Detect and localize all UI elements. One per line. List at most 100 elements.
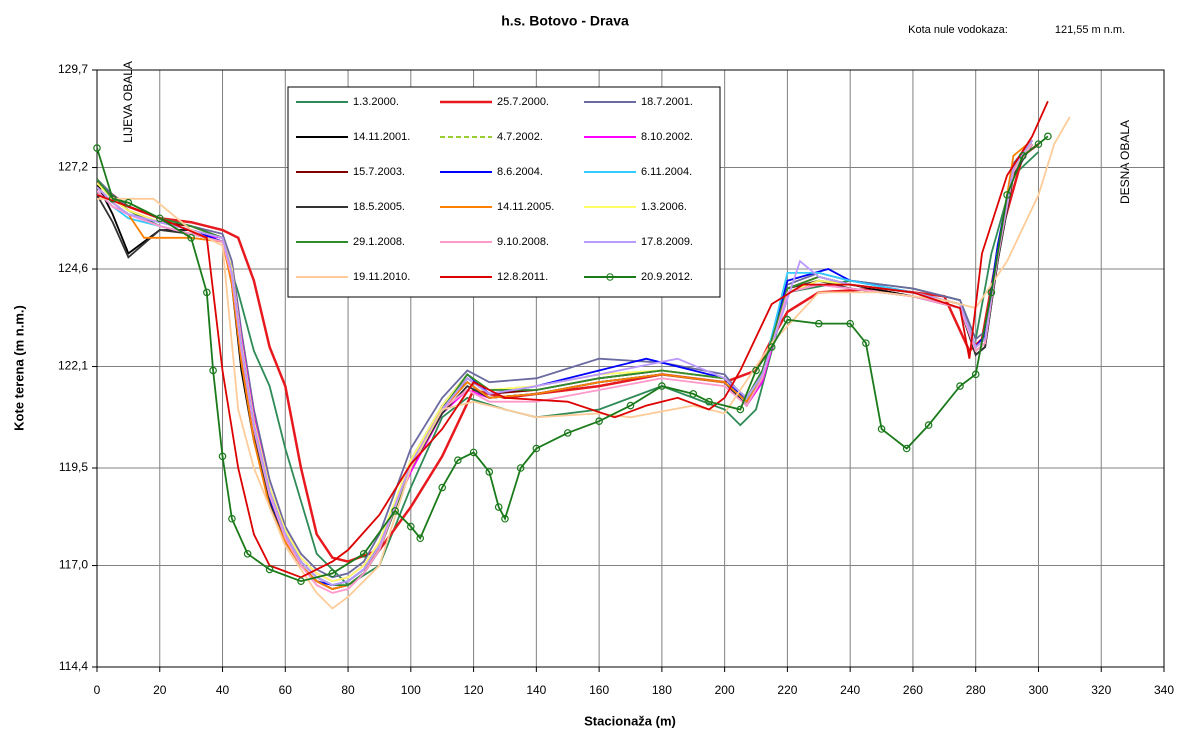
x-tick-label: 240 — [840, 683, 860, 697]
series-marker — [767, 343, 776, 351]
x-tick-label: 320 — [1091, 683, 1111, 697]
annotation: LIJEVA OBALA — [121, 61, 135, 143]
series-marker — [155, 214, 164, 223]
legend-label: 1.3.2006. — [641, 201, 687, 213]
series-marker — [328, 569, 337, 578]
series-marker — [924, 421, 933, 429]
x-tick-label: 220 — [777, 683, 797, 697]
series-marker — [93, 144, 101, 152]
series-line — [97, 100, 1049, 579]
legend-label: 15.7.2003. — [353, 166, 405, 178]
series-marker — [228, 514, 236, 523]
x-tick-label: 120 — [464, 683, 484, 697]
legend-marker — [606, 273, 614, 281]
legend-label: 8.6.2004. — [497, 166, 543, 178]
series-marker — [1044, 132, 1052, 141]
series-marker — [297, 577, 305, 585]
series-marker — [494, 503, 503, 511]
y-tick-label: 129,7 — [58, 62, 88, 76]
series-marker — [971, 370, 980, 379]
legend-label: 6.11.2004. — [641, 166, 692, 178]
series-marker — [862, 339, 870, 347]
legend-label: 12.8.2011. — [497, 271, 548, 283]
legend-label: 25.7.2000. — [497, 96, 549, 108]
series-marker — [563, 429, 572, 437]
series-marker — [1018, 152, 1027, 160]
series-marker — [846, 319, 854, 328]
y-tick-label: 114,4 — [59, 659, 88, 673]
series-marker — [407, 522, 415, 531]
series-marker — [391, 507, 399, 515]
y-tick-label: 124,6 — [58, 261, 88, 275]
series-marker — [736, 405, 745, 414]
subtitle: Kota nule vodokaza: — [908, 24, 1008, 36]
series-marker — [1034, 140, 1043, 148]
series-marker — [987, 288, 996, 297]
series-marker — [902, 444, 911, 453]
series-marker — [814, 319, 823, 328]
legend-label: 9.10.2008. — [497, 236, 549, 248]
x-tick-label: 140 — [526, 683, 546, 697]
x-tick-label: 300 — [1028, 683, 1048, 697]
annotation: DESNA OBALA — [1118, 120, 1132, 204]
legend-label: 18.5.2005. — [353, 201, 405, 213]
series-marker — [595, 417, 603, 425]
y-tick-label: 117,0 — [59, 558, 88, 572]
series-marker — [877, 425, 886, 433]
x-axis-label: Stacionaža (m) — [584, 713, 676, 728]
x-tick-label: 80 — [341, 683, 355, 697]
series-marker — [626, 401, 635, 410]
x-tick-label: 0 — [94, 683, 101, 697]
legend-label: 17.8.2009. — [641, 236, 693, 248]
legend-label: 4.7.2002. — [497, 131, 543, 143]
series-marker — [689, 390, 698, 398]
legend-label: 20.9.2012. — [641, 271, 693, 283]
series-marker — [752, 366, 760, 375]
x-tick-label: 100 — [401, 683, 421, 697]
x-tick-label: 200 — [715, 683, 735, 697]
series-marker — [783, 315, 792, 324]
legend-box — [287, 86, 721, 298]
x-tick-label: 260 — [903, 683, 923, 697]
series-marker — [243, 550, 252, 558]
series-marker — [454, 456, 462, 464]
series-marker — [359, 550, 368, 558]
x-tick-label: 280 — [966, 683, 986, 697]
series-line — [97, 139, 1033, 579]
series-marker — [187, 233, 195, 242]
series-marker — [501, 514, 509, 523]
x-tick-label: 340 — [1154, 683, 1174, 697]
legend-label: 18.7.2001. — [641, 96, 693, 108]
series-marker — [265, 565, 274, 574]
y-tick-label: 119,5 — [59, 460, 88, 474]
x-tick-label: 60 — [279, 683, 293, 697]
series-marker — [516, 464, 525, 472]
subtitle-value: 121,55 m n.m. — [1055, 24, 1125, 36]
x-tick-label: 20 — [153, 683, 167, 697]
legend-label: 19.11.2010. — [353, 271, 410, 283]
x-tick-label: 40 — [216, 683, 230, 697]
series-marker — [1003, 191, 1011, 199]
legend-label: 29.1.2008. — [353, 236, 405, 248]
legend-label: 14.11.2005. — [497, 201, 554, 213]
series-marker — [124, 198, 133, 207]
legend-label: 1.3.2000. — [353, 96, 399, 108]
series-marker — [438, 483, 447, 492]
series-marker — [532, 444, 541, 453]
x-tick-label: 180 — [652, 683, 672, 697]
series-marker — [705, 397, 713, 406]
series-marker — [416, 534, 425, 543]
series-line — [97, 135, 1049, 583]
legend-label: 14.11.2001. — [353, 131, 410, 143]
y-tick-label: 127,2 — [58, 160, 88, 174]
series-marker — [658, 382, 666, 390]
plot-frame — [96, 69, 1165, 668]
series-marker — [956, 382, 964, 390]
series-line — [97, 116, 1071, 610]
series-marker — [485, 468, 494, 476]
series-marker — [218, 452, 227, 461]
legend-label: 8.10.2002. — [641, 131, 693, 143]
y-axis-label: Kote terena (m n.m.) — [11, 305, 26, 431]
x-tick-label: 160 — [589, 683, 609, 697]
